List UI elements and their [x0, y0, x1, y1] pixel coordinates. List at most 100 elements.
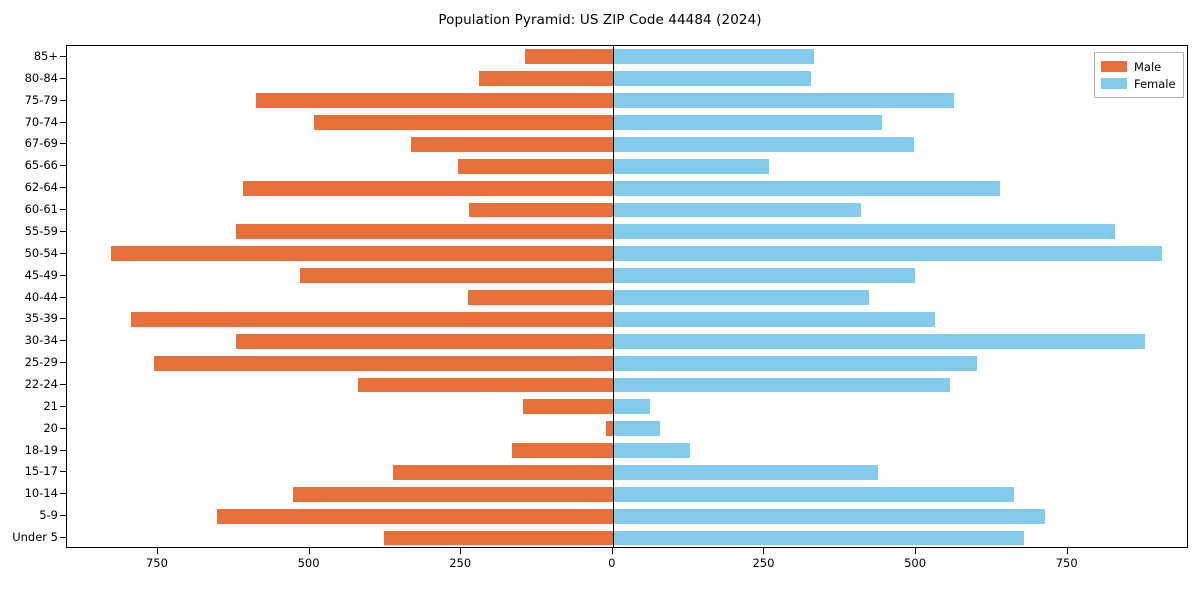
bar-female	[612, 377, 951, 393]
y-axis-tick-label: 50-54	[24, 245, 58, 260]
y-axis-tick-label: 62-64	[24, 180, 58, 195]
bar-male	[299, 268, 613, 284]
bar-row	[67, 530, 1187, 546]
bar-female	[612, 49, 815, 65]
bar-female	[612, 158, 770, 174]
bar-female	[612, 443, 691, 458]
y-axis-tick-label: 25-29	[24, 355, 58, 370]
x-axis-tick-mark	[611, 548, 613, 554]
bar-male	[235, 224, 613, 240]
x-axis-tick-mark	[156, 548, 158, 554]
y-axis-tick-mark	[60, 187, 66, 189]
y-axis-tick-label: 60-61	[24, 202, 58, 217]
y-axis-tick-mark	[60, 230, 66, 232]
y-axis-tick-mark	[60, 340, 66, 342]
bar-male	[256, 93, 613, 109]
y-axis-tick-mark	[60, 318, 66, 320]
bar-male	[523, 399, 613, 415]
y-axis-tick-label: 67-69	[24, 136, 58, 151]
bar-row	[67, 71, 1187, 87]
x-axis-tick-mark	[460, 548, 462, 554]
bar-row	[67, 93, 1187, 109]
bar-male	[458, 158, 613, 174]
bar-male	[468, 290, 613, 305]
bar-female	[612, 399, 651, 415]
bar-row	[67, 311, 1187, 327]
bar-male	[235, 333, 613, 349]
bar-row	[67, 246, 1187, 262]
y-axis-tick-mark	[60, 55, 66, 57]
y-axis-tick-mark	[60, 274, 66, 276]
x-axis-tick-label: 250	[752, 556, 775, 570]
x-axis-tick-mark	[308, 548, 310, 554]
y-axis-tick-label: 55-59	[24, 223, 58, 238]
x-axis-tick-label: 750	[1055, 556, 1078, 570]
bar-row	[67, 136, 1187, 152]
bar-row	[67, 421, 1187, 437]
y-axis-tick-mark	[60, 143, 66, 145]
bar-female	[612, 180, 1001, 196]
legend-swatch-icon	[1101, 78, 1127, 89]
bar-male	[469, 202, 613, 218]
bar-male	[524, 49, 613, 65]
bar-row	[67, 268, 1187, 284]
bar-row	[67, 158, 1187, 174]
y-axis-tick-mark	[60, 383, 66, 385]
bar-row	[67, 465, 1187, 480]
bar-female	[612, 71, 812, 87]
x-axis-tick-label: 0	[608, 556, 616, 570]
bar-row	[67, 202, 1187, 218]
bar-female	[612, 115, 883, 130]
bar-male	[392, 465, 613, 480]
y-axis-tick-mark	[60, 471, 66, 473]
bar-female	[612, 311, 935, 327]
bar-row	[67, 115, 1187, 130]
bar-row	[67, 399, 1187, 415]
bar-male	[358, 377, 613, 393]
y-axis-tick-mark	[60, 449, 66, 451]
y-axis-tick-label: 10-14	[24, 486, 58, 501]
bar-female	[612, 508, 1045, 524]
bar-female	[612, 268, 915, 284]
bar-female	[612, 290, 869, 305]
y-axis-tick-label: 18-19	[24, 442, 58, 457]
y-axis-tick-label: 35-39	[24, 311, 58, 326]
x-axis-tick-label: 500	[297, 556, 320, 570]
page-title: Population Pyramid: US ZIP Code 44484 (2…	[438, 12, 762, 28]
bar-row	[67, 355, 1187, 371]
bar-female	[612, 202, 861, 218]
x-axis-tick-label: 750	[145, 556, 168, 570]
bar-female	[612, 530, 1025, 546]
bar-male	[478, 71, 613, 87]
x-axis-tick-label: 500	[904, 556, 927, 570]
y-axis-tick-mark	[60, 99, 66, 101]
y-axis-tick-mark	[60, 515, 66, 517]
bar-male	[153, 355, 613, 371]
bar-male	[292, 486, 613, 502]
y-axis-tick-label: 70-74	[24, 114, 58, 129]
bar-row	[67, 180, 1187, 196]
bar-row	[67, 224, 1187, 240]
legend-item-label: Female	[1134, 76, 1176, 91]
y-axis-tick-mark	[60, 121, 66, 123]
bar-female	[612, 355, 978, 371]
y-axis-tick-label: 22-24	[24, 376, 58, 391]
y-axis-tick-label: Under 5	[12, 530, 58, 545]
bar-female	[612, 333, 1145, 349]
bar-row	[67, 443, 1187, 458]
y-axis-tick-mark	[60, 252, 66, 254]
y-axis-tick-mark	[60, 405, 66, 407]
bar-male	[383, 530, 613, 546]
y-axis-tick-mark	[60, 427, 66, 429]
bar-row	[67, 508, 1187, 524]
bar-female	[612, 465, 878, 480]
bar-row	[67, 486, 1187, 502]
legend-item: Female	[1101, 75, 1176, 92]
y-axis-tick-mark	[60, 362, 66, 364]
bar-male	[110, 246, 613, 262]
legend: Male Female	[1094, 52, 1184, 98]
y-axis-tick-label: 40-44	[24, 289, 58, 304]
bar-male	[511, 443, 613, 458]
bar-female	[612, 136, 915, 152]
